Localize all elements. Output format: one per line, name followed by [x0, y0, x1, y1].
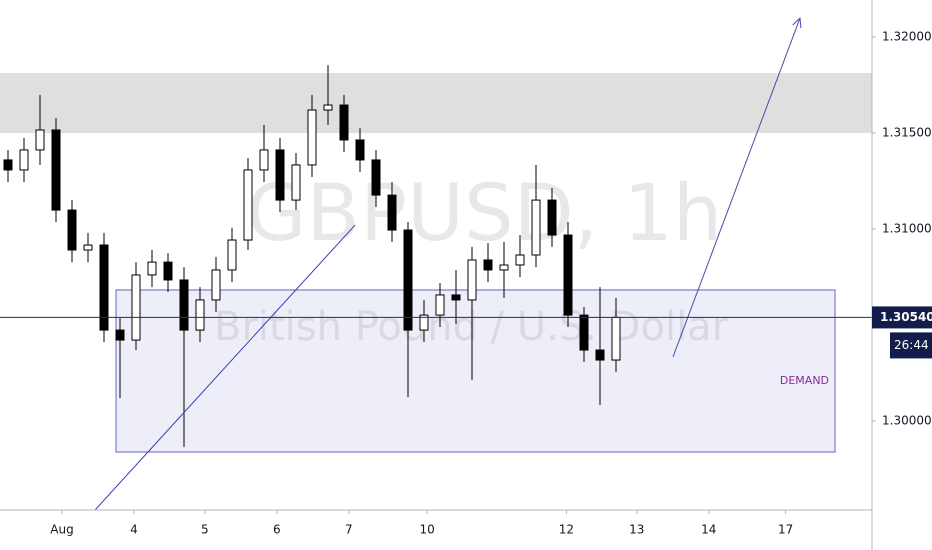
candle-body [499, 264, 509, 271]
supply-zone [0, 72, 872, 134]
candle-body [211, 269, 221, 301]
countdown-tag [890, 332, 932, 359]
candle-body [179, 279, 189, 331]
x-tick-label: 13 [629, 523, 644, 537]
candle-body [403, 229, 413, 331]
candle-body [195, 299, 205, 331]
x-tick-label: 5 [201, 523, 209, 537]
candle-body [67, 209, 77, 251]
candle-body [275, 149, 285, 201]
candle-body [531, 199, 541, 256]
demand-zone [115, 289, 836, 453]
candle-body [35, 129, 45, 151]
candle-body [563, 234, 573, 316]
y-tick-label: 1.30000 [882, 414, 932, 428]
candle-body [451, 294, 461, 301]
description-watermark: British Pound / U.S. Dollar [214, 304, 729, 350]
x-tick-label: 10 [420, 523, 435, 537]
candle-body [259, 149, 269, 171]
candle-body [19, 149, 29, 171]
candle-body [115, 329, 125, 341]
arrow-line [672, 17, 801, 358]
candle-body [515, 254, 525, 266]
x-tick-label: Aug [50, 523, 73, 537]
candle-body [51, 129, 61, 211]
last-price-label: 1.30540 [880, 310, 932, 324]
candle-body [339, 104, 349, 141]
y-tick-label: 1.31000 [882, 222, 932, 236]
candle-body [131, 274, 141, 341]
candle-body [435, 294, 445, 316]
last-price-tag [872, 306, 932, 329]
candle-body [243, 169, 253, 241]
x-tick-label: 17 [778, 523, 793, 537]
symbol-watermark: GBPUSD, 1h [246, 169, 722, 259]
candle-body [227, 239, 237, 271]
y-tick-label: 1.31500 [882, 126, 932, 140]
countdown-label: 26:44 [894, 338, 929, 352]
trendline [94, 224, 356, 511]
candle-body [483, 259, 493, 271]
candle-body [99, 244, 109, 331]
x-tick-label: 12 [559, 523, 574, 537]
candle-body [83, 244, 93, 251]
candle-body [387, 194, 397, 231]
candle-body [579, 314, 589, 351]
candle-body [371, 159, 381, 196]
demand-label: DEMAND [780, 374, 829, 387]
x-tick-label: 4 [130, 523, 138, 537]
arrow-head [792, 16, 802, 29]
x-tick-label: 6 [273, 523, 281, 537]
candle-body [291, 164, 301, 201]
candle-body [595, 349, 605, 361]
candle-body [3, 159, 13, 171]
candle-body [147, 261, 157, 276]
candle-body [163, 261, 173, 281]
candle-body [307, 109, 317, 166]
candle-body [355, 139, 365, 161]
x-tick-label: 7 [345, 523, 353, 537]
candle-body [547, 199, 557, 236]
candle-body [323, 104, 333, 111]
candle-body [419, 314, 429, 331]
x-tick-label: 14 [701, 523, 716, 537]
candle-body [467, 259, 477, 301]
candle-body [611, 316, 621, 361]
y-tick-label: 1.32000 [882, 30, 932, 44]
